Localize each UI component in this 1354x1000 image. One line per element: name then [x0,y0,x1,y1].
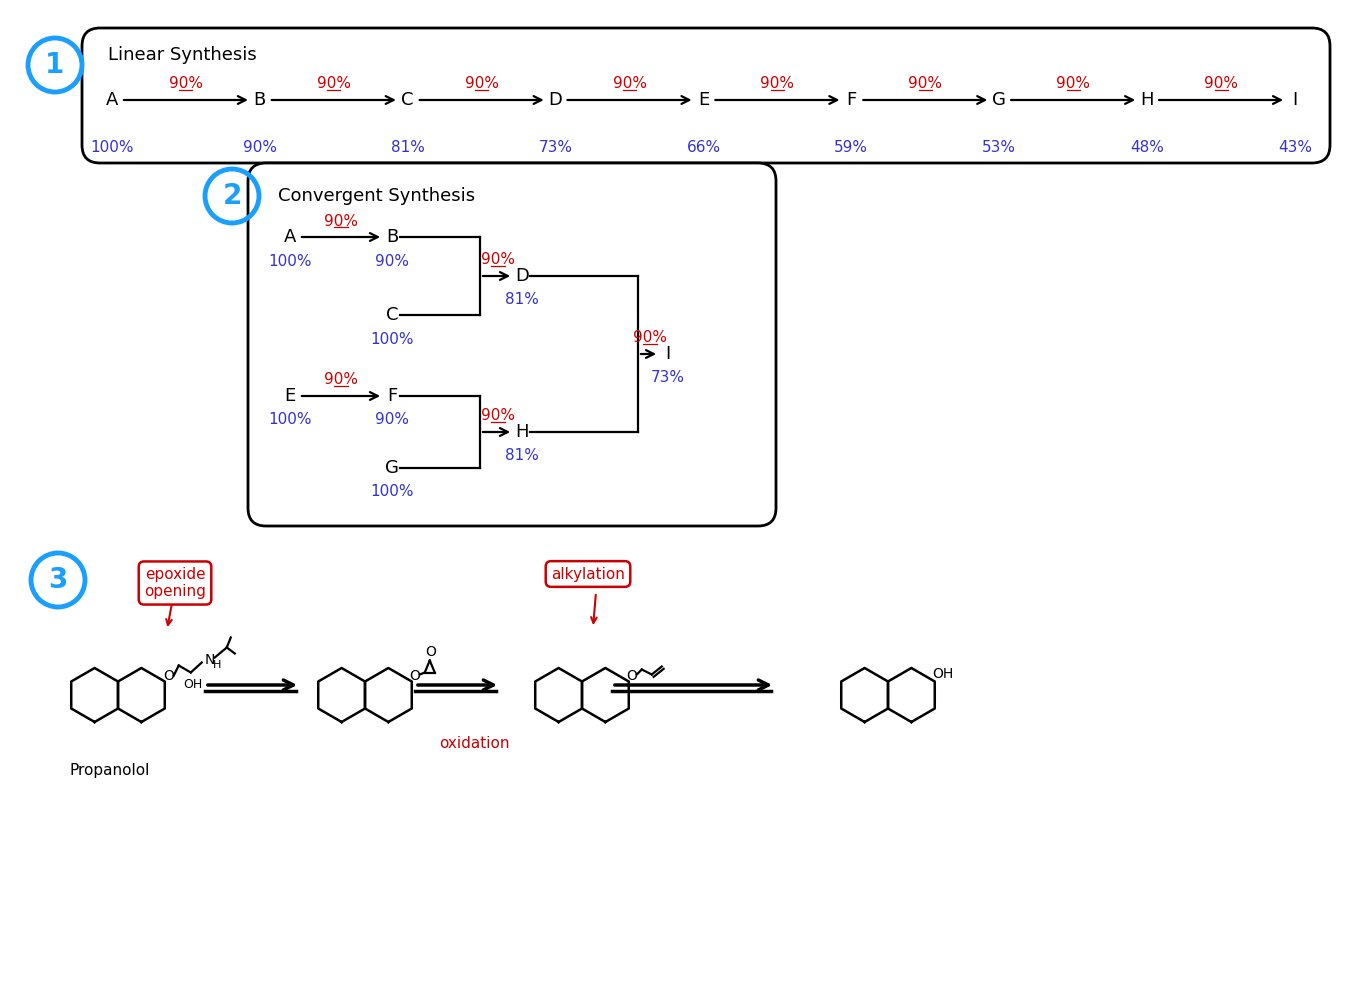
Text: 81%: 81% [505,448,539,464]
Text: 90%: 90% [375,253,409,268]
FancyBboxPatch shape [83,28,1330,163]
Text: A: A [284,228,297,246]
Text: 90%: 90% [324,372,357,387]
Text: alkylation: alkylation [551,566,626,582]
Text: 43%: 43% [1278,140,1312,155]
Text: 100%: 100% [91,140,134,155]
Text: E: E [697,91,709,109]
Text: G: G [992,91,1006,109]
Text: I: I [1292,91,1297,109]
Text: 73%: 73% [651,370,685,385]
Text: 100%: 100% [268,253,311,268]
Text: H: H [516,423,529,441]
FancyBboxPatch shape [248,163,776,526]
Text: B: B [386,228,398,246]
Text: N: N [204,654,215,668]
Text: C: C [386,306,398,324]
Text: 90%: 90% [242,140,276,155]
Text: 90%: 90% [375,412,409,428]
Text: C: C [402,91,414,109]
Text: 100%: 100% [370,332,414,347]
Text: 90%: 90% [464,77,498,92]
Text: O: O [409,670,420,684]
Text: I: I [665,345,670,363]
Text: G: G [385,459,399,477]
Text: O: O [164,668,175,682]
Text: B: B [253,91,265,109]
Text: H: H [213,660,221,670]
Text: 1: 1 [46,51,65,79]
Text: 81%: 81% [505,292,539,308]
Text: 81%: 81% [391,140,425,155]
Text: 90%: 90% [612,77,647,92]
Text: 59%: 59% [834,140,868,155]
Text: 90%: 90% [909,77,942,92]
Text: 90%: 90% [169,77,203,92]
Text: O: O [627,670,638,684]
Text: H: H [1140,91,1154,109]
Text: 3: 3 [49,566,68,594]
Text: oxidation: oxidation [439,736,509,750]
Text: O: O [425,646,436,660]
Text: 2: 2 [222,182,241,210]
Text: 90%: 90% [317,77,351,92]
Text: 90%: 90% [1204,77,1238,92]
Text: D: D [515,267,529,285]
Text: OH: OH [932,666,953,680]
Text: F: F [387,387,397,405]
Text: OH: OH [183,678,202,691]
Text: Propanolol: Propanolol [70,762,150,778]
Text: 53%: 53% [982,140,1017,155]
Text: epoxide
opening: epoxide opening [144,567,206,599]
Text: 90%: 90% [761,77,795,92]
Text: E: E [284,387,295,405]
Text: A: A [106,91,118,109]
Text: 100%: 100% [268,412,311,428]
Text: 48%: 48% [1131,140,1164,155]
Text: 66%: 66% [686,140,720,155]
Text: 90%: 90% [324,214,357,229]
Text: Linear Synthesis: Linear Synthesis [108,46,257,64]
Text: 90%: 90% [481,408,515,424]
Text: Convergent Synthesis: Convergent Synthesis [278,187,475,205]
Text: 90%: 90% [1056,77,1090,92]
Text: 73%: 73% [539,140,573,155]
Text: 100%: 100% [370,485,414,499]
Text: 90%: 90% [634,330,668,346]
Text: D: D [548,91,562,109]
Text: 90%: 90% [481,252,515,267]
Text: F: F [846,91,857,109]
